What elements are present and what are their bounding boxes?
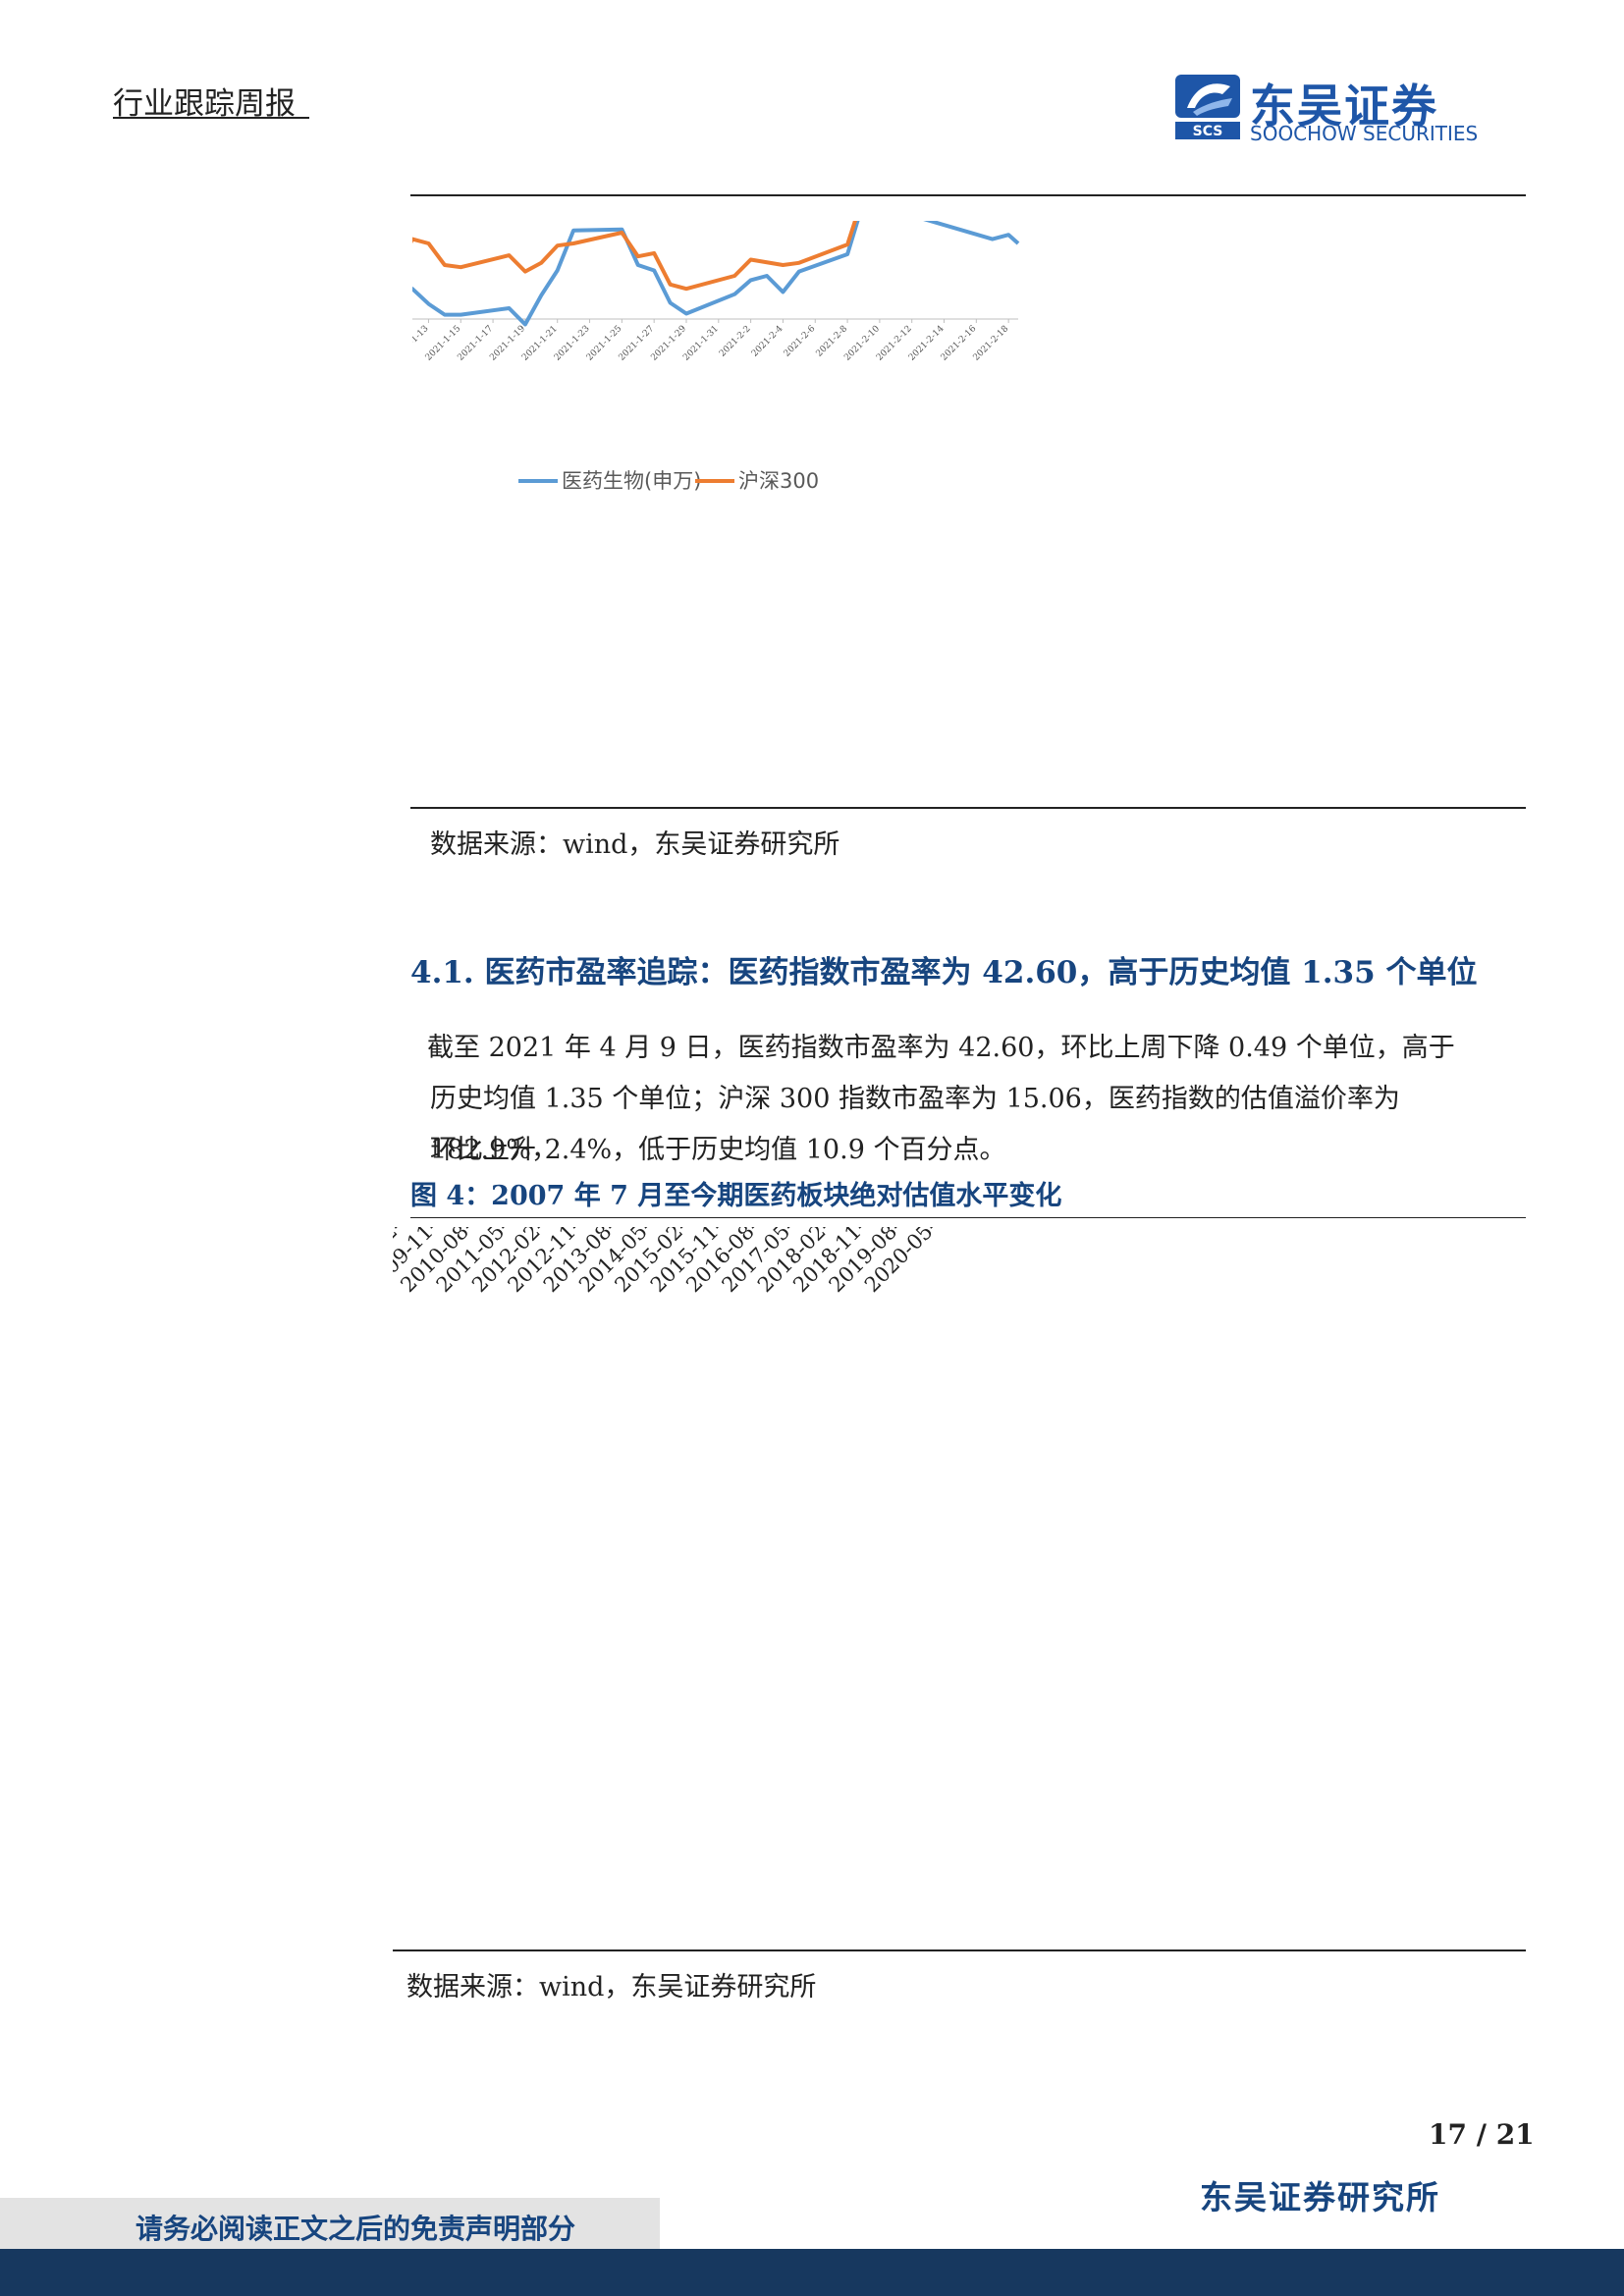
chart1-series-hs300-line — [412, 221, 858, 292]
chart2-bottom-rule — [393, 1949, 1526, 1951]
footer-band — [0, 2249, 1624, 2296]
scs-emblem-icon: SCS — [1175, 75, 1240, 139]
chart1-legend-label: 沪深300 — [738, 469, 819, 493]
figure-top-rule — [410, 1217, 1526, 1218]
section-heading: 4.1. 医药市盈率追踪：医药指数市盈率为 42.60，高于历史均值 1.35 … — [410, 955, 1478, 990]
chart1-bottom-rule — [410, 807, 1526, 809]
chart1-source-note: 数据来源：wind，东吴证券研究所 — [430, 829, 840, 860]
body-paragraph-line-3: 环比上升 2.4%，低于历史均值 10.9 个百分点。 — [430, 1135, 1006, 1165]
body-paragraph-line-2: 历史均值 1.35 个单位；沪深 300 指数市盈率为 15.06，医药指数的估… — [430, 1084, 1400, 1165]
chart1-x-tick-label: 2021-2-2 — [718, 324, 753, 359]
header-underline — [113, 117, 309, 119]
figure-caption: 图 4：2007 年 7 月至今期医药板块绝对估值水平变化 — [410, 1181, 1062, 1211]
disclaimer-bar — [0, 2198, 660, 2249]
company-logo: SCS 东吴证券 SOOCHOW SECURITIES — [1173, 71, 1497, 145]
chart1-x-tick-label: 2021-1-31 — [681, 324, 721, 363]
logo-english-name: SOOCHOW SECURITIES — [1250, 122, 1479, 145]
pe-valuation-chart: 120100806040200400%350%300%250%200%150%1… — [393, 1227, 961, 1297]
footer-organization: 东吴证券研究所 — [1200, 2178, 1440, 2216]
page-number: 17 / 21 — [1429, 2118, 1535, 2151]
disclaimer-text: 请务必阅读正文之后的免责声明部分 — [135, 2213, 576, 2245]
chart1-x-tick-label: 2021-2-18 — [972, 324, 1011, 363]
chart1-legend-label: 医药生物(申万) — [562, 469, 701, 493]
chart1-x-tick-label: 2021-2-6 — [783, 324, 818, 359]
chart2-source-note: 数据来源：wind，东吴证券研究所 — [406, 1972, 817, 2002]
body-paragraph-line-1: 截至 2021 年 4 月 9 日，医药指数市盈率为 42.60，环比上周下降 … — [427, 1033, 1455, 1063]
header-rule — [410, 194, 1526, 196]
chart1-x-tick-label: 2021-2-4 — [750, 324, 785, 359]
weekly-return-line-chart: 2021-1-72021-1-92021-1-112021-1-132021-1… — [412, 221, 1020, 493]
chart1-series-pharma-line — [412, 221, 1020, 327]
svg-text:SCS: SCS — [1193, 124, 1223, 139]
report-type-title: 行业跟踪周报 — [113, 86, 296, 122]
logo-chinese-name: 东吴证券 — [1250, 80, 1438, 133]
